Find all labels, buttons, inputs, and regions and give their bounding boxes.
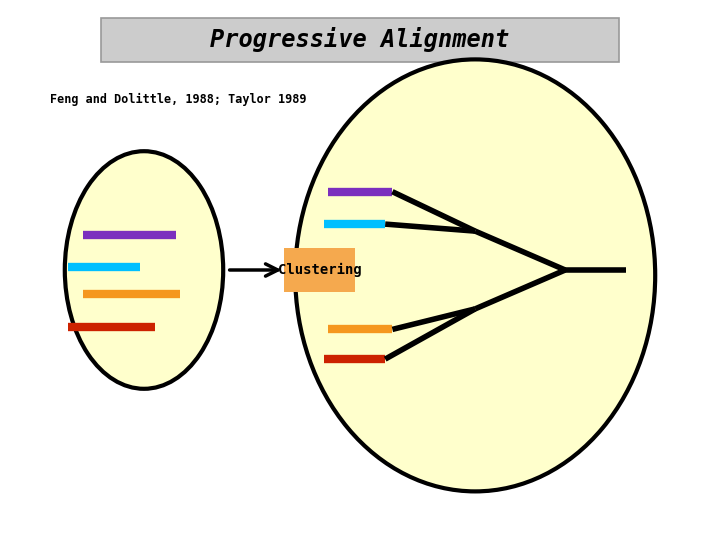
- Ellipse shape: [295, 59, 655, 491]
- FancyBboxPatch shape: [284, 248, 355, 292]
- Text: Progressive Alignment: Progressive Alignment: [210, 27, 510, 52]
- Text: Feng and Dolittle, 1988; Taylor 1989: Feng and Dolittle, 1988; Taylor 1989: [50, 93, 307, 106]
- FancyBboxPatch shape: [101, 18, 619, 62]
- Text: Clustering: Clustering: [278, 263, 361, 277]
- Ellipse shape: [65, 151, 223, 389]
